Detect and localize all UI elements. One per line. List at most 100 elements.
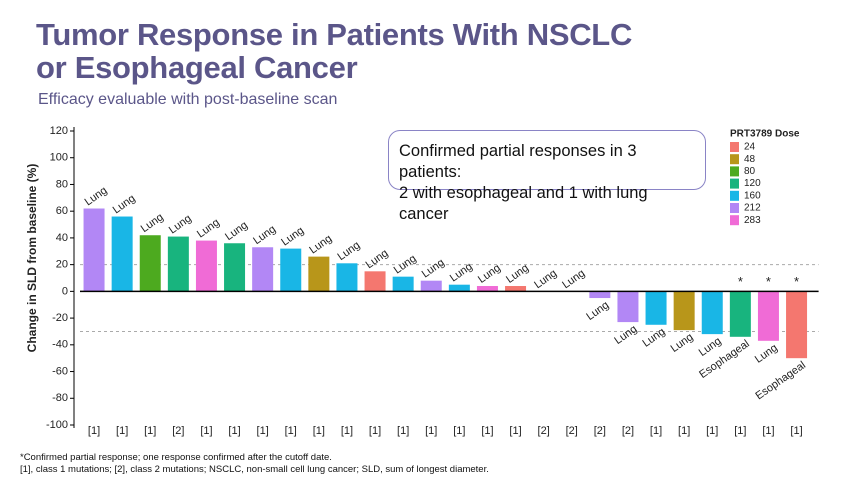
legend-swatch [730,178,739,189]
legend-label: 120 [744,178,761,189]
class-label: [1] [650,425,662,437]
tumor-label: Lung [584,299,611,323]
class-label: [1] [200,425,212,437]
class-label: [1] [116,425,128,437]
legend-swatch [730,190,739,201]
tumor-label: Lung [83,184,110,208]
tumor-label: Lung [279,225,306,249]
bar [111,216,133,292]
legend-swatch [730,142,739,152]
class-label: [1] [425,425,437,437]
legend-label: 212 [744,203,761,214]
class-label: [1] [762,425,774,437]
tumor-label: Lung [476,262,503,286]
y-tick-label: 0 [62,285,68,297]
bar [673,291,695,331]
bar [645,291,667,325]
tumor-label: Lung [560,267,587,291]
y-tick-label: 40 [56,232,68,244]
response-marker: * [794,274,799,289]
legend-label: 48 [744,154,756,165]
legend-label: 283 [744,215,761,226]
footnotes: *Confirmed partial response; one respons… [20,452,489,476]
y-tick-label: 100 [50,152,68,164]
legend-label: 24 [744,142,756,153]
tumor-label: Lung [364,247,391,271]
subtitle: Efficacy evaluable with post-baseline sc… [38,91,338,108]
tumor-label: Esophageal [753,359,807,402]
bar [505,286,527,292]
bar [195,240,217,292]
legend-swatch [730,203,739,213]
class-label: [1] [453,425,465,437]
legend-label: 160 [744,190,761,201]
class-label: [1] [144,425,156,437]
tumor-label: Lung [223,219,250,243]
annotation-line: Confirmed partial responses in 3 patient… [399,142,637,181]
bar [167,236,189,292]
bar [448,284,470,292]
tumor-label: Lung [195,217,222,241]
bar [757,291,779,341]
class-label: [1] [706,425,718,437]
class-label: [1] [313,425,325,437]
tumor-label: Lung [392,253,419,277]
class-label: [1] [509,425,521,437]
bar [729,291,751,337]
footnote: [1], class 1 mutations; [2], class 2 mut… [20,464,489,475]
tumor-label: Lung [307,233,334,257]
bar [476,286,498,292]
title: Tumor Response in Patients With NSCLC or… [36,17,633,85]
class-label: [1] [481,425,493,437]
bar [308,256,330,292]
tumor-label: Lung [139,211,166,235]
y-tick-label: -60 [52,365,68,377]
class-label: [2] [594,425,606,437]
tumor-label: Lung [420,257,447,281]
bar [252,247,274,292]
class-label: [1] [341,425,353,437]
class-label: [1] [88,425,100,437]
class-label: [1] [790,425,802,437]
legend-title: PRT3789 Dose [730,129,800,140]
class-label: [1] [678,425,690,437]
class-label: [1] [257,425,269,437]
annotation-line: 2 with esophageal and 1 with lung cancer [399,184,648,223]
bar [224,243,246,292]
y-tick-label: 80 [56,178,68,190]
bar [392,276,414,292]
class-label: [2] [538,425,550,437]
class-label: [1] [369,425,381,437]
class-label: [1] [285,425,297,437]
bar [617,291,639,323]
bar [280,248,302,292]
bar [364,271,386,292]
y-tick-label: 60 [56,205,68,217]
y-tick-label: -40 [52,339,68,351]
bar [139,235,161,292]
y-tick-label: -20 [52,312,68,324]
bar [701,291,723,335]
class-label: [1] [734,425,746,437]
y-axis-label: Change in SLD from baseline (%) [25,164,39,353]
class-label: [2] [622,425,634,437]
tumor-label: Lung [532,267,559,291]
class-label: [1] [228,425,240,437]
class-label: [2] [172,425,184,437]
footnote: *Confirmed partial response; one respons… [20,452,332,463]
class-label: [2] [566,425,578,437]
bar [589,291,611,299]
legend-swatch [730,215,739,226]
legend-swatch [730,166,739,177]
y-tick-label: 20 [56,259,68,271]
legend-swatch [730,154,739,165]
tumor-label: Lung [111,192,138,216]
bar [336,263,358,292]
y-tick-label: 120 [50,125,68,137]
response-marker: * [738,274,743,289]
bar [786,291,808,359]
response-marker: * [766,274,771,289]
tumor-label: Lung [504,262,531,286]
